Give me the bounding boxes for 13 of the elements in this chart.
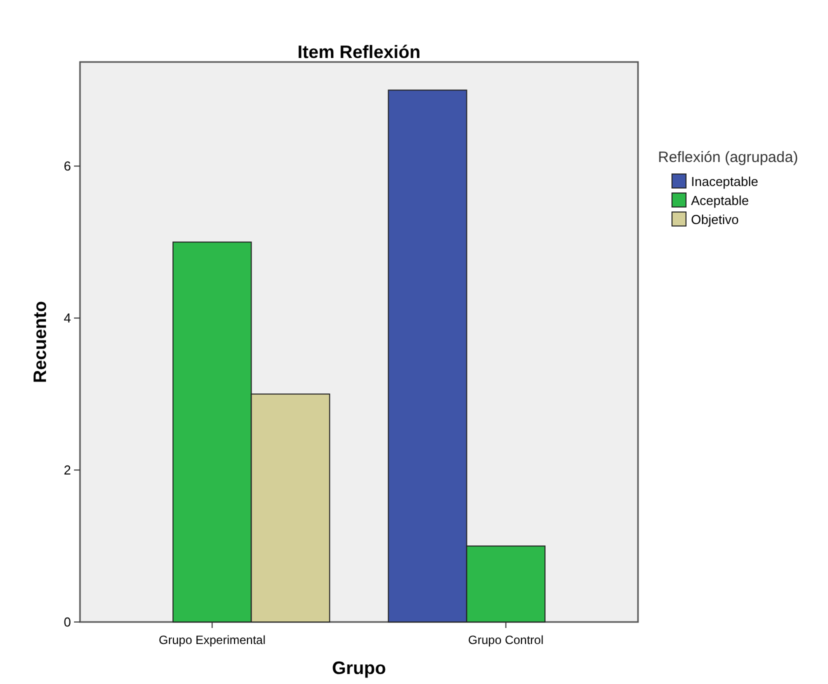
y-tick-label: 0: [64, 614, 71, 630]
chart-title: Item Reflexión: [297, 42, 421, 62]
legend-label: Inaceptable: [691, 174, 758, 189]
legend-title: Reflexión (agrupada): [658, 149, 798, 166]
y-tick-label: 2: [64, 462, 71, 478]
y-tick-label: 4: [64, 310, 71, 326]
x-axis-title: Grupo: [332, 658, 386, 678]
y-axis-title: Recuento: [30, 300, 50, 384]
x-tick-label: Grupo Control: [468, 633, 544, 647]
legend-label: Objetivo: [691, 212, 739, 227]
y-tick-label: 6: [64, 158, 71, 174]
legend-label: Aceptable: [691, 193, 749, 208]
x-tick-label: Grupo Experimental: [158, 633, 266, 647]
